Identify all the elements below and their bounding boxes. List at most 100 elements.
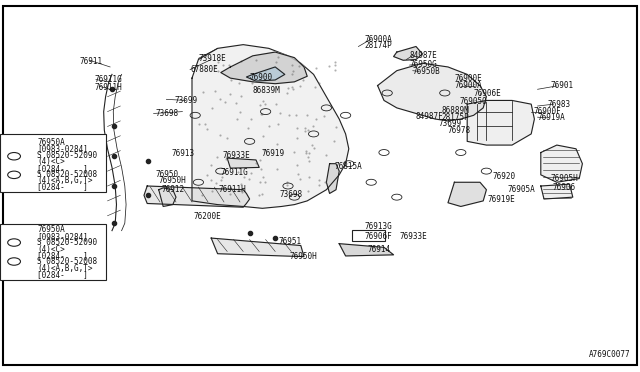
Text: 76901: 76901 (550, 81, 573, 90)
Point (255, 179, 265, 185)
Point (271, 101, 282, 107)
Point (292, 162, 302, 168)
Point (256, 166, 266, 172)
FancyBboxPatch shape (0, 224, 106, 280)
Point (247, 80, 257, 86)
Point (250, 57, 260, 63)
Text: 76950A: 76950A (37, 138, 65, 147)
Text: 28175P: 28175P (442, 113, 469, 122)
Text: 28174P: 28174P (365, 41, 392, 50)
Polygon shape (221, 52, 307, 84)
Text: 76906E: 76906E (474, 89, 501, 97)
Polygon shape (394, 46, 422, 60)
Point (207, 105, 217, 110)
Text: 76911: 76911 (80, 57, 103, 66)
Polygon shape (541, 184, 573, 199)
Point (260, 101, 271, 107)
Point (292, 125, 302, 131)
Point (303, 150, 314, 156)
Text: 76905A: 76905A (508, 185, 535, 194)
Text: 76200E: 76200E (193, 212, 221, 221)
Point (236, 181, 246, 187)
Text: 76815A: 76815A (334, 162, 362, 171)
Text: 76906F: 76906F (365, 232, 392, 241)
Point (200, 121, 210, 126)
Point (254, 192, 264, 198)
Point (244, 176, 255, 182)
Point (225, 191, 236, 197)
Point (216, 177, 226, 183)
Point (310, 116, 321, 122)
Text: 76913G: 76913G (365, 222, 392, 231)
Point (264, 123, 274, 129)
Text: 76950H: 76950H (159, 176, 186, 185)
Point (314, 182, 324, 188)
Point (209, 89, 220, 94)
Text: 76919A: 76919A (538, 113, 565, 122)
Point (257, 111, 267, 117)
Point (218, 62, 228, 68)
Text: 73699: 73699 (174, 96, 197, 105)
Text: (4)<A,B,G,T>: (4)<A,B,G,T> (37, 176, 93, 185)
Point (246, 170, 256, 176)
Text: 76905O: 76905O (460, 97, 487, 106)
Point (259, 179, 269, 185)
Point (272, 166, 282, 172)
Text: [0284-    ]: [0284- ] (37, 251, 88, 260)
Text: S 08520-52090: S 08520-52090 (37, 238, 97, 247)
Text: 76933E: 76933E (223, 151, 250, 160)
Text: 73699: 73699 (438, 119, 461, 128)
Text: 76911G: 76911G (221, 168, 248, 177)
Text: S 08520-52090: S 08520-52090 (37, 151, 97, 160)
Text: 76900A: 76900A (454, 81, 482, 90)
Point (291, 135, 301, 141)
Text: [0983-0284]: [0983-0284] (37, 144, 88, 153)
Point (217, 174, 227, 180)
Text: 76911H: 76911H (95, 83, 122, 92)
Point (300, 148, 310, 154)
Point (309, 145, 319, 151)
Text: 76950G: 76950G (410, 60, 437, 69)
Text: 76914: 76914 (368, 245, 391, 254)
Text: 76950: 76950 (156, 170, 179, 179)
Text: S 08520-52008: S 08520-52008 (37, 257, 97, 266)
Point (289, 191, 300, 197)
Text: 76983: 76983 (547, 100, 570, 109)
Text: [0983-0284]: [0983-0284] (37, 232, 88, 241)
Point (292, 171, 303, 177)
Point (212, 154, 222, 160)
Point (255, 157, 265, 163)
Point (294, 83, 305, 89)
Text: 84987F: 84987F (416, 112, 444, 121)
Point (258, 133, 268, 139)
Point (314, 80, 324, 86)
Text: 76919: 76919 (261, 149, 284, 158)
Point (321, 152, 332, 158)
Point (202, 173, 212, 179)
Point (321, 179, 331, 185)
Text: [0284-    ]: [0284- ] (37, 183, 88, 192)
Text: 73698: 73698 (280, 190, 303, 199)
Point (257, 174, 268, 180)
Point (221, 157, 231, 163)
Text: 86889M: 86889M (442, 106, 469, 115)
Point (282, 183, 292, 189)
Point (239, 174, 250, 180)
Point (235, 109, 245, 115)
Text: A769C0077: A769C0077 (589, 350, 630, 359)
Point (233, 169, 243, 175)
Point (307, 142, 317, 148)
Point (202, 126, 212, 132)
Point (284, 112, 294, 118)
Polygon shape (326, 164, 339, 193)
Point (310, 84, 320, 90)
Point (282, 90, 292, 96)
Polygon shape (541, 145, 582, 182)
Polygon shape (339, 244, 394, 256)
Point (287, 71, 297, 77)
Point (222, 135, 232, 141)
Point (271, 59, 282, 65)
Point (248, 77, 258, 83)
Point (282, 179, 292, 185)
Polygon shape (246, 67, 285, 81)
